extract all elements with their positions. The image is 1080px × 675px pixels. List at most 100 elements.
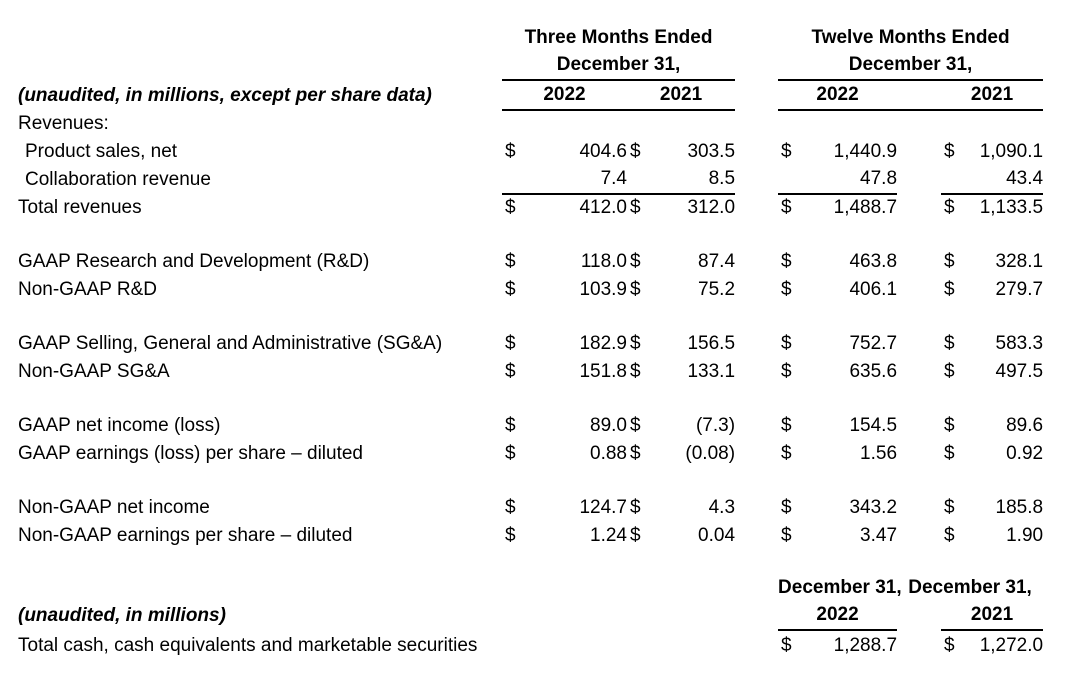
gap-cell — [735, 522, 778, 550]
table-row: Non-GAAP net income $124.7 $4.3 $343.2 $185.… — [18, 494, 1043, 522]
value-cell-12m-2022: 1.56 — [860, 443, 898, 465]
value-cell-12m-2021: 583.3 — [995, 333, 1044, 355]
twelve-months-subtitle: December 31, — [778, 52, 1044, 81]
table-row: Product sales, net $404.6 $303.5 $1,440.9 $1… — [18, 138, 1043, 166]
gap-cell — [897, 80, 942, 111]
value-cell-3m-2021: 133.1 — [687, 361, 736, 383]
value-cell-12m-2022: 154.5 — [849, 415, 898, 437]
currency-symbol: $ — [781, 415, 792, 437]
cash-date-header-2021: December 31, — [908, 577, 1032, 599]
table-row: GAAP Selling, General and Administrative… — [18, 330, 1043, 358]
currency-symbol: $ — [505, 361, 516, 383]
value-cell-3m-2021: 0.04 — [698, 525, 736, 547]
gap-cell — [735, 138, 778, 166]
currency-symbol: $ — [781, 251, 792, 273]
cash-value-2022: 1,288.7 — [833, 635, 898, 657]
currency-symbol: $ — [781, 635, 792, 657]
value-cell-12m-2022: 752.7 — [849, 333, 898, 355]
value-cell-3m-2021 — [657, 110, 735, 138]
currency-symbol: $ — [944, 415, 955, 437]
value-cell-12m-2022: 635.6 — [849, 361, 898, 383]
value-cell-3m-2021: 87.4 — [698, 251, 736, 273]
row-label: Product sales, net — [25, 141, 178, 163]
table-row: Non-GAAP SG&A $151.8 $133.1 $635.6 $497.5 — [18, 358, 1043, 386]
spacer-row — [18, 468, 1043, 494]
value-cell-3m-2022: 412.0 — [579, 197, 627, 219]
currency-symbol: $ — [781, 141, 792, 163]
spacer-cell — [18, 24, 502, 52]
currency-symbol: $ — [505, 443, 516, 465]
gap-cell — [897, 110, 941, 138]
value-cell-12m-2021: 89.6 — [1006, 415, 1044, 437]
currency-symbol: $ — [505, 279, 516, 301]
value-cell-3m-2021: 8.5 — [657, 166, 736, 195]
value-cell-3m-2021: 312.0 — [687, 197, 736, 219]
value-cell-3m-2022: 151.8 — [579, 361, 627, 383]
gap-cell — [735, 80, 778, 110]
currency-symbol: $ — [630, 279, 641, 301]
spacer-row — [18, 222, 1043, 248]
gap-cell — [897, 522, 941, 550]
currency-symbol: $ — [781, 197, 792, 219]
period-title-row: Three Months Ended Twelve Months Ended — [18, 24, 1043, 52]
row-label: Non-GAAP net income — [18, 497, 210, 519]
currency-symbol: $ — [505, 333, 516, 355]
currency-symbol: $ — [505, 415, 516, 437]
currency-symbol — [941, 166, 972, 195]
row-label: Total revenues — [18, 197, 142, 219]
value-cell-12m-2021: 0.92 — [1006, 443, 1044, 465]
gap-cell — [735, 358, 778, 386]
table-row: GAAP Research and Development (R&D) $118.… — [18, 248, 1043, 276]
cash-section: December 31, December 31, (unaudited, in… — [18, 550, 1044, 660]
value-cell-12m-2022: 1,488.7 — [833, 197, 898, 219]
currency-symbol: $ — [944, 525, 955, 547]
gap-cell — [735, 248, 778, 276]
spacer-cell — [18, 52, 502, 80]
value-cell-3m-2022: 1.24 — [590, 525, 627, 547]
currency-symbol: $ — [781, 279, 792, 301]
value-cell-3m-2021: 75.2 — [698, 279, 736, 301]
value-cell-3m-2022: 118.0 — [580, 251, 627, 273]
value-cell-3m-2022: 404.6 — [579, 141, 627, 163]
value-cell-12m-2022: 343.2 — [849, 497, 898, 519]
value-cell-12m-2021: 279.7 — [995, 279, 1044, 301]
gap-cell — [735, 166, 778, 194]
value-cell-3m-2022: 124.7 — [579, 497, 627, 519]
row-label: GAAP net income (loss) — [18, 415, 221, 437]
row-label: Revenues: — [18, 113, 109, 135]
currency-symbol: $ — [944, 497, 955, 519]
value-cell-12m-2022: 47.8 — [808, 166, 898, 195]
value-cell-12m-2021: 1.90 — [1006, 525, 1044, 547]
currency-symbol: $ — [505, 251, 516, 273]
value-cell-12m-2021: 328.1 — [995, 251, 1044, 273]
row-label: GAAP Research and Development (R&D) — [18, 251, 370, 273]
spacer-cell — [18, 222, 1043, 248]
table-row: Total revenues $412.0 $312.0 $1,488.7 $1,133… — [18, 194, 1043, 222]
gap-cell — [735, 52, 778, 80]
currency-symbol: $ — [505, 497, 516, 519]
spacer-cell — [18, 574, 778, 602]
currency-symbol: $ — [505, 197, 516, 219]
table-row: Non-GAAP earnings per share – diluted $1.… — [18, 522, 1043, 550]
spacer-cell — [18, 468, 1043, 494]
currency-symbol: $ — [630, 361, 641, 383]
gap-cell — [735, 194, 778, 222]
gap-cell — [735, 412, 778, 440]
row-label: GAAP earnings (loss) per share – diluted — [18, 443, 363, 465]
cash-year-2022: 2022 — [778, 602, 898, 631]
currency-symbol: $ — [781, 333, 792, 355]
year-header-3m-2022: 2022 — [502, 80, 627, 111]
value-cell-3m-2021: 303.5 — [687, 141, 736, 163]
gap-cell — [897, 440, 941, 468]
table-row: GAAP earnings (loss) per share – diluted… — [18, 440, 1043, 468]
year-header-row: (unaudited, in millions, except per shar… — [18, 80, 1044, 111]
gap-cell — [897, 494, 941, 522]
currency-symbol — [502, 166, 530, 195]
cash-header-row: December 31, December 31, — [18, 574, 1043, 602]
gap-cell — [897, 138, 941, 166]
currency-symbol — [627, 110, 657, 138]
gap-cell — [735, 24, 778, 52]
value-cell-3m-2022: 0.88 — [590, 443, 627, 465]
gap-cell — [897, 166, 941, 194]
currency-symbol: $ — [944, 361, 955, 383]
